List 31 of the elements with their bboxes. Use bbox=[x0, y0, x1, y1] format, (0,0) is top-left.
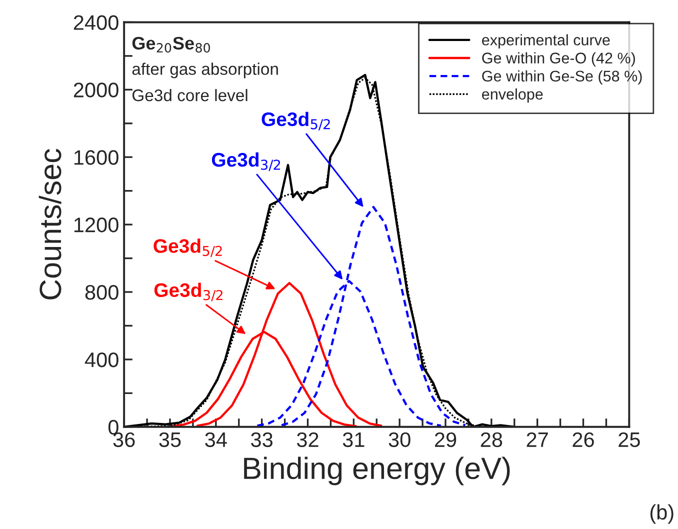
y-tick-label: 1600 bbox=[74, 150, 118, 165]
annotation: after gas absorption bbox=[132, 62, 278, 78]
y-tick-label: 2000 bbox=[74, 82, 118, 98]
x-tick-label: 25 bbox=[618, 432, 640, 448]
y-tick-label: 1200 bbox=[74, 218, 118, 232]
x-tick-label: 31 bbox=[342, 432, 364, 448]
x-tick-label: 26 bbox=[572, 432, 594, 448]
y-axis-title: Counts/sec bbox=[38, 148, 62, 300]
legend-label: Ge within Ge-O (42 %) bbox=[482, 52, 635, 66]
x-tick-label: 30 bbox=[388, 432, 410, 448]
y-tick-label: 400 bbox=[84, 352, 118, 368]
legend-label: envelope bbox=[482, 88, 543, 103]
x-tick-label: 27 bbox=[526, 432, 548, 447]
x-tick-label: 33 bbox=[251, 432, 273, 448]
annotation: Ge3d$_{3/2}$ bbox=[154, 282, 222, 302]
annotation: Ge3d core level bbox=[132, 88, 248, 102]
y-tick-label: 2400 bbox=[74, 15, 118, 30]
legend-label: Ge within Ge-Se (58 %) bbox=[482, 70, 642, 85]
x-tick-label: 34 bbox=[205, 432, 227, 448]
x-tick-label: 35 bbox=[159, 432, 181, 448]
annotation: Ge3d$_{3/2}$ bbox=[212, 152, 280, 171]
annotation: Ge3d$_{5/2}$ bbox=[262, 112, 330, 130]
x-tick-label: 28 bbox=[480, 432, 502, 448]
y-tick-label: 800 bbox=[85, 285, 118, 300]
annotation: Ge3d$_{5/2}$ bbox=[154, 238, 222, 258]
text: (b) bbox=[650, 504, 674, 524]
x-axis-title: Binding energy (eV) bbox=[244, 456, 510, 486]
annotation: Ge$_{20}$Se$_{80}$ bbox=[132, 36, 210, 53]
x-tick-label: 29 bbox=[434, 432, 456, 448]
legend-label: experimental curve bbox=[482, 34, 610, 48]
x-tick-label: 32 bbox=[296, 432, 318, 448]
